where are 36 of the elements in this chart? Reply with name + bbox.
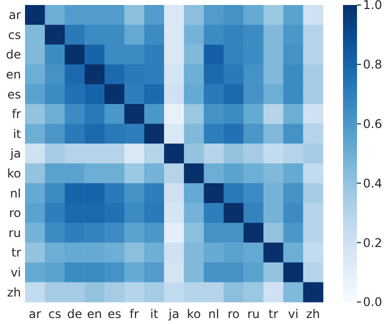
color-bar-label: 0.8 xyxy=(363,58,382,72)
y-tick-label: ja xyxy=(9,146,21,161)
x-tick-label: ko xyxy=(186,307,201,321)
color-bar-label: 0.2 xyxy=(363,236,382,250)
x-tick-label: es xyxy=(108,307,122,321)
y-tick-label: ru xyxy=(8,226,21,240)
y-tick-label: nl xyxy=(10,186,21,200)
y-tick-label: ar xyxy=(8,8,22,22)
y-tick-label: vi xyxy=(10,266,21,280)
x-tick-label: ru xyxy=(247,307,260,321)
x-tick-label: cs xyxy=(48,307,62,321)
x-tick-label: fr xyxy=(130,307,139,321)
x-tick-label: zh xyxy=(306,307,320,321)
y-tick-label: de xyxy=(6,48,21,62)
y-tick-label: cs xyxy=(8,28,21,42)
y-tick-label: it xyxy=(12,126,22,141)
x-tick-label: it xyxy=(150,307,158,321)
y-tick-label: tr xyxy=(11,246,22,260)
x-tick-label: ja xyxy=(168,307,180,321)
x-tick-label: nl xyxy=(208,307,220,321)
x-tick-label: de xyxy=(67,307,82,321)
x-tick-label: tr xyxy=(268,307,278,321)
x-tick-label: en xyxy=(87,307,102,321)
x-tick-label: vi xyxy=(288,307,298,321)
y-tick-label: ro xyxy=(8,206,21,220)
x-tick-label: ar xyxy=(28,307,42,321)
y-tick-label: fr xyxy=(12,107,22,122)
y-tick-label: ko xyxy=(7,166,21,180)
y-tick-label: es xyxy=(7,87,21,102)
y-tick-label: en xyxy=(6,68,21,82)
color-bar-label: 0.4 xyxy=(363,176,382,190)
color-bar-label: 0.6 xyxy=(363,117,382,131)
y-tick-label: zh xyxy=(7,285,21,300)
x-tick-label: ro xyxy=(228,307,240,321)
color-bar-label: 0.0 xyxy=(363,295,382,310)
color-bar-label: 1.0 xyxy=(363,0,382,12)
